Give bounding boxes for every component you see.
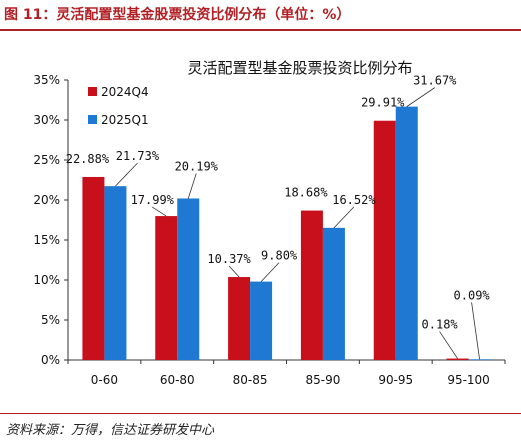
- y-tick-label: 0%: [41, 353, 60, 367]
- bar-2025Q1: [468, 359, 491, 361]
- y-tick-label: 5%: [41, 313, 60, 327]
- bar-2025Q1: [250, 281, 273, 360]
- legend-swatch: [88, 87, 97, 96]
- bar-chart: 灵活配置型基金股票投资比例分布 0% 5% 10% 15% 20% 25% 30% 35% 0-…: [33, 59, 506, 387]
- data-label-leader: [228, 265, 240, 278]
- chart-data-labels: 22.88% 17.99% 10.37% 18.68% 29.91% 0.18% 21.73…: [66, 74, 491, 360]
- legend-label: 2024Q4: [101, 85, 149, 99]
- data-label: 31.67%: [413, 74, 457, 88]
- data-label: 0.18%: [422, 318, 459, 332]
- bar-2024Q4: [82, 176, 105, 360]
- y-tick-label: 20%: [33, 193, 60, 207]
- data-label: 21.73%: [116, 149, 160, 163]
- x-tick-label: 90-95: [378, 373, 413, 387]
- data-label: 22.88%: [66, 152, 110, 166]
- data-label: 9.80%: [261, 249, 298, 263]
- chart-axes: 0% 5% 10% 15% 20% 25% 30% 35% 0-60 60-80 80-85 85-9…: [33, 73, 506, 387]
- legend-label: 2025Q1: [101, 113, 149, 127]
- source-note: 资料来源：万得，信达证券研发中心: [6, 423, 215, 438]
- bar-2025Q1: [395, 106, 418, 360]
- y-tick-label: 35%: [33, 73, 60, 87]
- data-label: 29.91%: [361, 96, 405, 110]
- data-label-leader: [406, 87, 435, 107]
- x-tick-label: 80-85: [233, 373, 268, 387]
- data-label-leader: [115, 162, 138, 187]
- x-tick-label: 95-100: [447, 373, 490, 387]
- x-tick-label: 85-90: [305, 373, 340, 387]
- y-tick-label: 10%: [33, 273, 60, 287]
- figure-header: 图 11：灵活配置型基金股票投资比例分布（单位：%）: [0, 0, 521, 30]
- data-label: 18.68%: [284, 186, 328, 200]
- bar-2024Q4: [373, 120, 396, 360]
- y-tick-label: 30%: [33, 113, 60, 127]
- x-tick-label: 0-60: [91, 373, 118, 387]
- bar-2024Q4: [228, 277, 251, 360]
- header-divider: [0, 29, 521, 31]
- bar-2024Q4: [446, 358, 469, 360]
- figure-title: 图 11：灵活配置型基金股票投资比例分布（单位：%）: [4, 7, 351, 23]
- bar-2025Q1: [322, 227, 345, 360]
- y-tick-label: 25%: [33, 153, 60, 167]
- data-label-leader: [260, 262, 280, 282]
- bar-2024Q4: [155, 216, 178, 360]
- data-label: 20.19%: [175, 159, 219, 173]
- legend-swatch: [88, 115, 97, 124]
- data-label: 10.37%: [207, 252, 251, 266]
- footer-divider: [0, 413, 521, 414]
- data-label: 16.52%: [332, 193, 376, 207]
- data-label-leader: [333, 206, 355, 229]
- data-label-leader: [152, 206, 167, 217]
- y-tick-label: 15%: [33, 233, 60, 247]
- bar-2024Q4: [300, 210, 323, 360]
- chart-legend: 2024Q4 2025Q1: [88, 85, 149, 127]
- chart-bars: [82, 106, 491, 361]
- bar-2025Q1: [104, 186, 127, 360]
- chart-title: 灵活配置型基金股票投资比例分布: [187, 59, 412, 77]
- data-label-leader: [471, 302, 480, 360]
- data-label: 0.09%: [454, 288, 491, 302]
- bar-2025Q1: [177, 198, 200, 360]
- x-tick-label: 60-80: [160, 373, 195, 387]
- data-label-leader: [187, 173, 197, 199]
- data-label-leader: [439, 331, 458, 359]
- data-label: 17.99%: [131, 193, 175, 207]
